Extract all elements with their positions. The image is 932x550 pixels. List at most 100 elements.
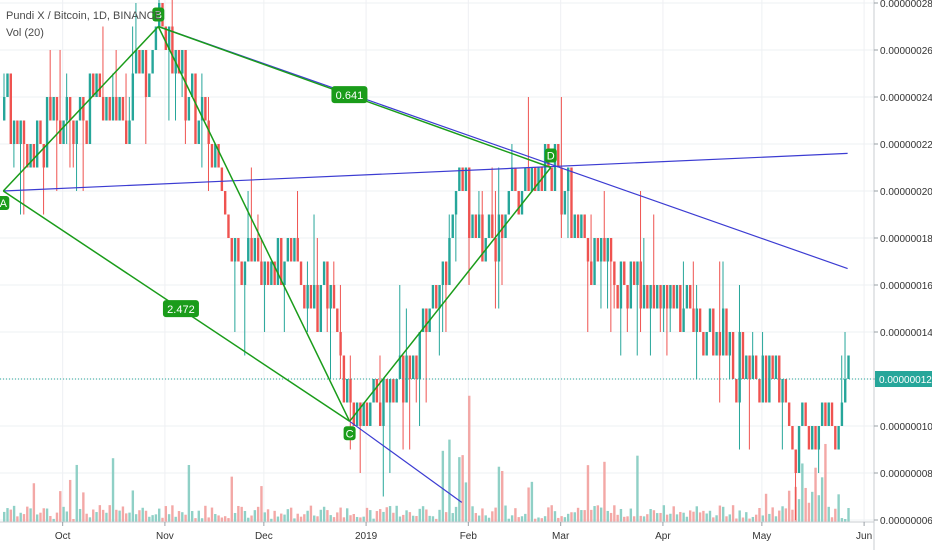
volume-bar	[82, 492, 85, 522]
pattern-leg-cd[interactable]	[349, 167, 552, 422]
candle	[771, 355, 774, 379]
volume-bar	[547, 507, 550, 522]
candle-body	[533, 167, 537, 191]
volume-bar	[256, 506, 260, 522]
candle	[26, 144, 29, 168]
time-axis[interactable]: Oct Nov Dec 2019 Feb Mar Apr May Jun	[0, 521, 874, 542]
candle-body	[807, 426, 811, 450]
candle	[758, 379, 761, 403]
volume-bar	[62, 506, 65, 522]
candle-body	[438, 285, 441, 309]
candle	[491, 167, 494, 238]
volume-bar	[609, 512, 613, 522]
trendlines[interactable]	[3, 25, 848, 503]
candle	[464, 167, 468, 191]
volume-bar	[92, 509, 95, 522]
harmonic-pattern[interactable]: 0.641 2.472 A B C D	[0, 7, 557, 441]
volume-bar	[32, 483, 36, 522]
volume-bar	[375, 511, 379, 522]
candle	[510, 144, 514, 191]
candle-body	[570, 167, 573, 238]
candle-body	[200, 97, 204, 121]
candle-body	[758, 379, 761, 403]
candle-body	[820, 402, 824, 426]
candle	[98, 73, 102, 97]
volume-bar	[326, 510, 329, 522]
candle-body	[134, 50, 138, 74]
volume-bar	[266, 509, 270, 522]
candle-body	[576, 214, 580, 238]
trendline[interactable]	[158, 25, 848, 270]
ratio-label-2-472[interactable]: 2.472	[162, 300, 199, 318]
volume-bar	[596, 505, 600, 522]
candle	[844, 332, 847, 403]
candle	[125, 73, 128, 144]
candle-body	[791, 426, 794, 450]
candle	[725, 308, 728, 356]
candle-body	[665, 285, 669, 309]
volume-bar	[296, 513, 299, 522]
candle	[214, 144, 217, 168]
point-label-a[interactable]: A	[0, 196, 10, 210]
price-tick-label: 0.00000020	[880, 187, 932, 198]
candle-body	[705, 332, 708, 356]
price-axis[interactable]: 0.00000006 0.00000008 0.00000010 0.00000012…	[873, 0, 932, 550]
candle-body	[154, 26, 158, 50]
point-label-c[interactable]: C	[343, 426, 356, 441]
candle-body	[477, 214, 481, 238]
volume-bar	[510, 515, 514, 522]
candle-body	[840, 402, 844, 426]
candle	[599, 238, 603, 309]
volume-bar	[662, 505, 666, 522]
current-price-badge[interactable]: 0.00000012	[875, 371, 932, 387]
candle	[276, 238, 280, 285]
volume-bar	[121, 506, 125, 522]
candle-body	[378, 402, 382, 426]
volume-bar	[431, 516, 435, 522]
volume-bar	[286, 509, 290, 522]
volume-bar	[504, 505, 507, 522]
price-tick-label: 0.00000016	[880, 281, 932, 292]
pattern-leg-bc[interactable]	[157, 26, 351, 422]
ratio-label-0-641[interactable]: 0.641	[331, 86, 368, 104]
volume-bar	[59, 491, 62, 522]
volume-bar	[177, 511, 181, 522]
candle	[738, 285, 741, 450]
volume-bar	[332, 517, 336, 522]
volume-bar	[593, 506, 596, 522]
candle-body	[95, 73, 98, 97]
volume-bar	[388, 506, 392, 522]
volume-bar	[293, 518, 296, 522]
candle	[316, 238, 319, 332]
candle	[626, 285, 629, 332]
point-label-d[interactable]: D	[544, 148, 557, 163]
candle	[649, 285, 652, 356]
volume-bar	[464, 482, 468, 522]
candle-body	[715, 332, 718, 356]
volume-bar	[692, 511, 695, 522]
trendline[interactable]	[3, 152, 848, 192]
candle-body	[530, 167, 534, 191]
candle-body	[735, 379, 738, 403]
volume-bar	[487, 517, 491, 522]
trendline[interactable]	[349, 420, 463, 503]
candle-body	[19, 120, 22, 144]
pattern-leg-ab[interactable]	[2, 25, 159, 192]
candle	[721, 261, 725, 356]
candle	[118, 97, 121, 121]
volume-bar	[280, 513, 283, 522]
symbol-title[interactable]: Pundi X / Bitcoin, 1D, BINANCE	[6, 10, 162, 22]
candle	[563, 191, 567, 215]
volume-bar	[438, 509, 441, 522]
point-label-b[interactable]: B	[152, 7, 165, 22]
volume-bar	[3, 511, 6, 522]
volume-bar	[35, 514, 39, 522]
volume-bar	[557, 517, 560, 522]
volume-indicator-label[interactable]: Vol (20)	[6, 27, 44, 39]
volume-bar	[573, 512, 576, 522]
volume-bar	[751, 516, 755, 522]
candle-body	[342, 355, 346, 403]
candle	[313, 214, 316, 309]
candle-body	[266, 261, 270, 285]
